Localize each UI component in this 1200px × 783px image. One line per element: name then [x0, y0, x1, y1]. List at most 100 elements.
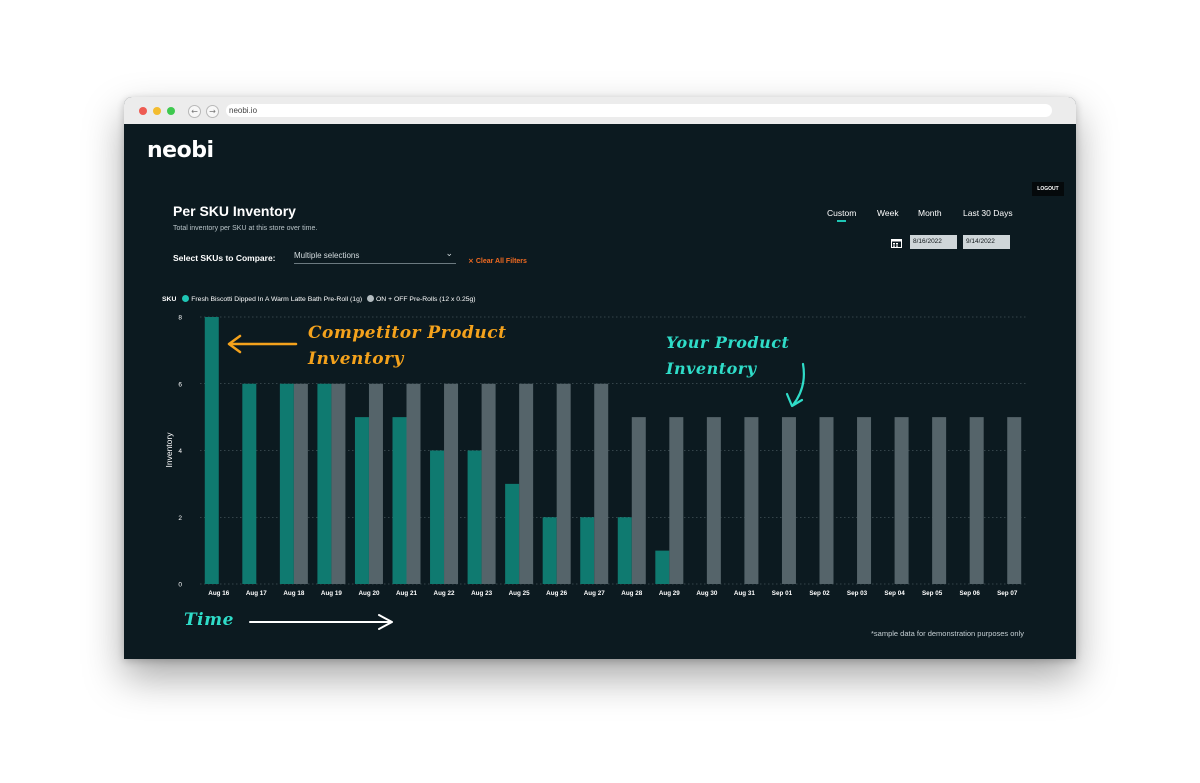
- y-tick-label: 4: [178, 448, 182, 455]
- bar-your-product[interactable]: [293, 383, 308, 584]
- clear-filters-label: Clear All Filters: [475, 258, 527, 265]
- x-tick-label: Sep 04: [884, 590, 905, 597]
- sku-select-dropdown[interactable]: Multiple selections ⌄: [294, 248, 456, 264]
- sku-select-value: Multiple selections: [294, 251, 360, 260]
- bar-your-product[interactable]: [1007, 417, 1022, 584]
- dashboard: neobi LOGOUT Per SKU Inventory Total inv…: [124, 124, 1076, 659]
- competitor-annotation-line2: Inventory: [308, 349, 404, 369]
- x-tick-label: Aug 28: [621, 590, 642, 597]
- x-tick-label: Sep 01: [772, 590, 793, 597]
- bar-your-product[interactable]: [406, 383, 421, 584]
- x-tick-label: Sep 03: [847, 590, 868, 597]
- bar-your-product[interactable]: [556, 383, 571, 584]
- your-product-annotation-line1: Your Product: [666, 333, 790, 352]
- x-tick-label: Aug 22: [434, 590, 455, 597]
- chart-bars: [204, 317, 1022, 585]
- x-tick-label: Sep 07: [997, 590, 1018, 597]
- bar-competitor[interactable]: [354, 417, 369, 584]
- bar-your-product[interactable]: [781, 417, 796, 584]
- bar-your-product[interactable]: [631, 417, 646, 584]
- start-date-input[interactable]: 8/16/2022: [910, 235, 957, 249]
- x-tick-label: Aug 31: [734, 590, 755, 597]
- bar-your-product[interactable]: [744, 417, 759, 584]
- y-tick-label: 2: [178, 515, 182, 522]
- tab-last-30-days[interactable]: Last 30 Days: [963, 208, 1013, 218]
- bar-competitor[interactable]: [204, 317, 219, 584]
- bar-your-product[interactable]: [481, 383, 496, 584]
- bar-competitor[interactable]: [242, 383, 257, 584]
- bar-competitor[interactable]: [617, 517, 632, 584]
- bar-competitor[interactable]: [317, 383, 332, 584]
- close-window-icon[interactable]: [139, 107, 147, 115]
- x-tick-label: Aug 21: [396, 590, 417, 597]
- bar-competitor[interactable]: [505, 483, 520, 584]
- tab-month[interactable]: Month: [918, 208, 942, 218]
- browser-window: ← → neobi.io neobi LOGOUT Per SKU Invent…: [124, 97, 1076, 659]
- bar-competitor[interactable]: [392, 417, 407, 584]
- x-tick-label: Aug 27: [584, 590, 605, 597]
- bar-your-product[interactable]: [519, 383, 534, 584]
- your-product-arrow-icon: [791, 362, 805, 407]
- x-tick-label: Aug 19: [321, 590, 342, 597]
- forward-arrow-icon[interactable]: →: [206, 105, 219, 118]
- x-tick-label: Aug 23: [471, 590, 492, 597]
- active-tab-indicator: [837, 220, 846, 222]
- bar-your-product[interactable]: [669, 417, 684, 584]
- x-tick-label: Sep 06: [960, 590, 981, 597]
- bar-competitor[interactable]: [580, 517, 595, 584]
- clear-filters-button[interactable]: × Clear All Filters: [468, 257, 527, 265]
- bar-your-product[interactable]: [894, 417, 909, 584]
- bar-your-product[interactable]: [819, 417, 834, 584]
- tab-custom[interactable]: Custom: [827, 208, 857, 218]
- bar-competitor[interactable]: [655, 550, 670, 584]
- x-tick-label: Aug 26: [546, 590, 567, 597]
- y-axis-ticks: 0 2 4 6 8: [178, 315, 182, 589]
- page-subtitle: Total inventory per SKU at this store ov…: [173, 225, 318, 232]
- x-icon: ×: [468, 257, 474, 265]
- bar-competitor[interactable]: [279, 383, 294, 584]
- y-axis-label: Inventory: [164, 432, 174, 468]
- legend-item-series-1[interactable]: Fresh Biscotti Dipped In A Warm Latte Ba…: [191, 296, 363, 303]
- bar-competitor[interactable]: [542, 517, 557, 584]
- legend-item-series-2[interactable]: ON + OFF Pre-Rolls (12 x 0.25g): [376, 296, 476, 303]
- bar-competitor[interactable]: [467, 450, 482, 585]
- back-arrow-icon[interactable]: ←: [188, 105, 201, 118]
- time-arrowhead-icon: [378, 614, 393, 630]
- minimize-window-icon[interactable]: [153, 107, 161, 115]
- bar-your-product[interactable]: [857, 417, 872, 584]
- bar-your-product[interactable]: [444, 383, 459, 584]
- bar-your-product[interactable]: [932, 417, 947, 584]
- bar-your-product[interactable]: [331, 383, 346, 584]
- calendar-icon[interactable]: [891, 238, 902, 248]
- tab-week[interactable]: Week: [877, 208, 899, 218]
- your-product-annotation-line2: Inventory: [666, 359, 757, 378]
- competitor-annotation-line1: Competitor Product: [308, 323, 507, 343]
- bar-your-product[interactable]: [368, 383, 383, 584]
- x-tick-label: Aug 18: [283, 590, 304, 597]
- time-annotation: Time: [184, 610, 234, 630]
- bar-your-product[interactable]: [706, 417, 721, 584]
- bar-competitor[interactable]: [430, 450, 445, 585]
- x-tick-label: Aug 29: [659, 590, 680, 597]
- logout-button[interactable]: LOGOUT: [1032, 182, 1064, 196]
- x-tick-label: Aug 17: [246, 590, 267, 597]
- x-tick-label: Sep 02: [809, 590, 830, 597]
- inventory-bar-chart: 0 2 4 6 8 Inventory Aug 16 Aug 17 Aug 18 Aug 19…: [164, 315, 1026, 630]
- x-axis-ticks: Aug 16 Aug 17 Aug 18 Aug 19 Aug 20 Aug 21 Aug …: [208, 590, 1018, 597]
- page-title: Per SKU Inventory: [173, 203, 296, 219]
- maximize-window-icon[interactable]: [167, 107, 175, 115]
- end-date-input[interactable]: 9/14/2022: [963, 235, 1010, 249]
- bar-your-product[interactable]: [594, 383, 609, 584]
- competitor-arrowhead-icon: [227, 334, 242, 354]
- sample-data-footnote: *sample data for demonstration purposes …: [871, 629, 1025, 638]
- address-bar[interactable]: neobi.io: [226, 104, 1052, 117]
- legend-title: SKU: [162, 296, 177, 303]
- chart-legend: SKU Fresh Biscotti Dipped In A Warm Latt…: [162, 295, 476, 305]
- your-product-arrowhead-icon: [785, 392, 804, 408]
- neobi-logo: neobi: [147, 138, 214, 163]
- x-tick-label: Sep 05: [922, 590, 943, 597]
- x-tick-label: Aug 30: [696, 590, 717, 597]
- legend-marker-teal: [182, 295, 190, 302]
- y-tick-label: 8: [178, 315, 182, 322]
- bar-your-product[interactable]: [969, 417, 984, 584]
